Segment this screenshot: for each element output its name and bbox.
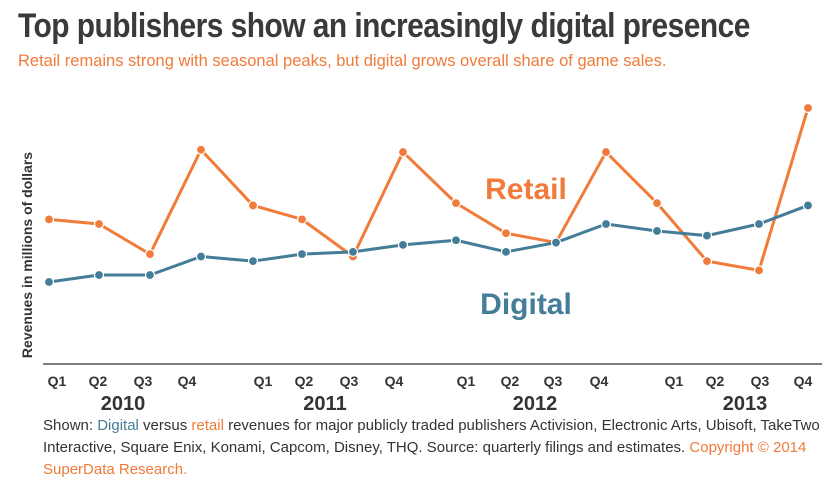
x-tick-label: Q2 — [89, 373, 108, 389]
series-label-retail: Retail — [485, 173, 567, 206]
x-tick-label: Q4 — [590, 373, 609, 389]
caption-digital-word: Digital — [97, 417, 139, 434]
x-tick-label: Q4 — [385, 373, 404, 389]
data-point-digital — [247, 256, 259, 267]
series-line-digital — [47, 203, 810, 284]
data-point-digital — [93, 269, 105, 281]
year-label: 2012 — [513, 393, 558, 415]
data-point-retail — [802, 102, 814, 114]
x-tick-label: Q1 — [48, 373, 67, 389]
data-point-retail — [701, 256, 713, 267]
year-label: 2013 — [723, 393, 768, 415]
x-tick-label: Q1 — [457, 373, 476, 389]
x-tick-label: Q2 — [706, 373, 725, 389]
caption-versus: versus — [138, 417, 192, 434]
caption-body: revenues for major publicly traded publi… — [43, 417, 820, 456]
data-point-digital — [550, 237, 562, 248]
x-tick-label: Q3 — [751, 373, 770, 389]
data-point-retail — [651, 198, 663, 209]
page-subtitle: Retail remains strong with seasonal peak… — [18, 52, 667, 70]
x-tick-label: Q3 — [134, 373, 153, 389]
data-point-retail — [195, 144, 207, 155]
x-tick-label: Q2 — [295, 373, 314, 389]
data-point-digital — [397, 239, 409, 250]
data-point-retail — [296, 214, 308, 225]
data-point-digital — [43, 276, 55, 288]
data-point-retail — [144, 249, 156, 260]
data-point-digital — [144, 269, 156, 281]
data-point-digital — [296, 249, 308, 260]
caption-prefix: Shown: — [43, 417, 98, 434]
data-point-digital — [802, 200, 814, 211]
year-label: 2011 — [303, 393, 346, 415]
data-point-digital — [600, 218, 612, 230]
page-title: Top publishers show an increasingly digi… — [18, 7, 750, 45]
data-point-retail — [600, 146, 612, 158]
series-line-retail — [47, 106, 810, 272]
x-tick-label: Q4 — [794, 373, 813, 389]
caption-retail-word: retail — [191, 417, 224, 434]
y-axis-label: Revenues in millions of dollars — [19, 152, 35, 358]
data-point-retail — [500, 228, 512, 239]
data-point-digital — [651, 225, 663, 237]
x-tick-label: Q4 — [178, 373, 197, 389]
caption-copyright: Copyright © 2014 SuperData Research. — [43, 439, 807, 478]
data-point-digital — [701, 230, 713, 241]
data-point-retail — [43, 214, 55, 225]
x-tick-label: Q3 — [544, 373, 563, 389]
year-label: 2010 — [101, 393, 146, 415]
data-point-retail — [753, 265, 765, 276]
chart-caption: Shown: Digital versus retail revenues fo… — [43, 415, 823, 481]
data-point-retail — [397, 146, 409, 158]
series-label-digital: Digital — [480, 288, 572, 321]
data-point-digital — [500, 246, 512, 257]
x-tick-label: Q2 — [501, 373, 520, 389]
data-point-digital — [347, 246, 359, 257]
data-point-retail — [450, 198, 462, 209]
data-point-retail — [247, 200, 259, 211]
data-point-digital — [753, 218, 765, 230]
x-tick-label: Q1 — [254, 373, 273, 389]
x-tick-label: Q3 — [340, 373, 359, 389]
data-point-digital — [450, 235, 462, 246]
data-point-digital — [195, 251, 207, 262]
data-point-retail — [93, 218, 105, 230]
x-tick-label: Q1 — [665, 373, 684, 389]
